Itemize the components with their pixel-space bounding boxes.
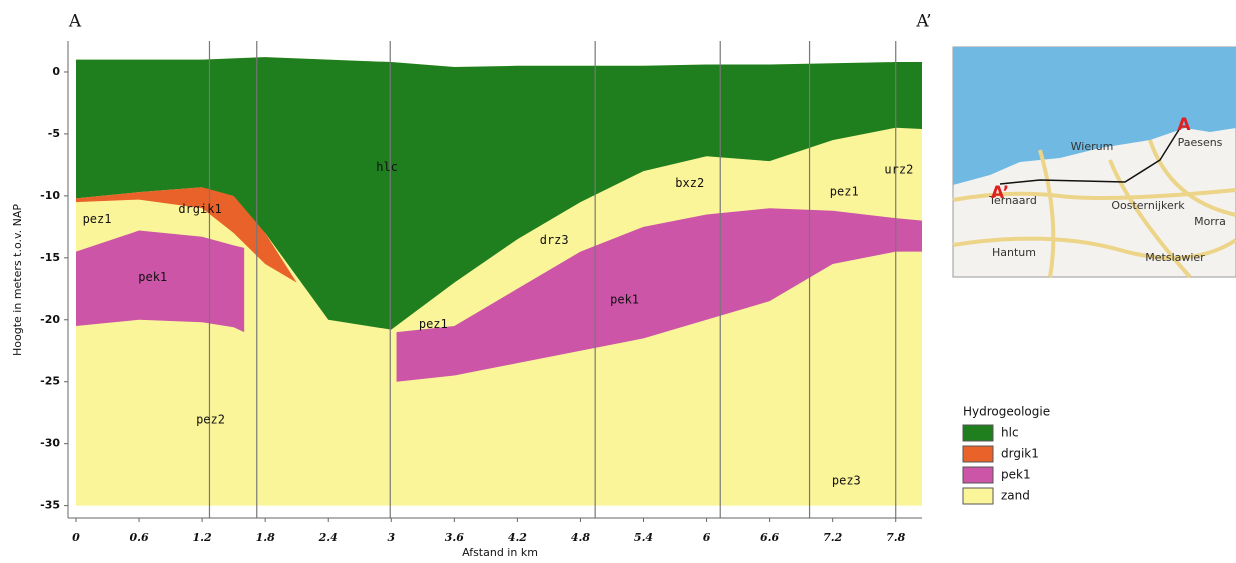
x-tick-label: 3: [387, 531, 395, 544]
x-axis-label: Afstand in km: [462, 546, 538, 559]
legend-swatch: [962, 466, 994, 484]
x-tick-label: 6.6: [760, 531, 779, 544]
layer: [396, 208, 922, 382]
x-tick-label: 6: [703, 531, 711, 544]
x-tick-label: 5.4: [634, 531, 653, 544]
legend-label: hlc: [1001, 426, 1019, 440]
x-tick-label: 7.2: [823, 531, 842, 544]
map-label: Paesens: [1178, 136, 1223, 149]
location-map: Wierum Paesens Ternaard Oosternijkerk Mo…: [952, 46, 1236, 279]
layer-label: drz3: [540, 233, 569, 247]
legend-swatch: [962, 424, 994, 442]
layer-label: drgik1: [178, 202, 221, 216]
layer-label: urz2: [884, 162, 913, 176]
map-label: Oosternijkerk: [1111, 199, 1185, 212]
x-tick-label: 7.8: [886, 531, 905, 544]
x-tick-label: 2.4: [318, 531, 338, 544]
layer-label: pek1: [138, 270, 167, 284]
map-sea: [953, 47, 1236, 185]
y-tick-label: -30: [40, 437, 60, 450]
legend-label: zand: [1001, 489, 1030, 503]
y-tick-label: -35: [40, 499, 60, 512]
layer-label: pez1: [419, 317, 448, 331]
x-tick-label: 4.8: [571, 531, 590, 544]
layer: [76, 187, 297, 283]
layer-label: pez1: [83, 212, 112, 226]
legend-label: pek1: [1001, 468, 1031, 482]
y-tick-label: -15: [40, 251, 60, 264]
y-tick-label: -25: [40, 375, 60, 388]
layer-label: bxz2: [675, 176, 704, 190]
x-tick-label: 1.2: [193, 531, 212, 544]
map-label: Wierum: [1071, 140, 1114, 153]
x-tick-label: 3.6: [445, 531, 464, 544]
map-label: Morra: [1194, 215, 1226, 228]
map-label: Ternaard: [988, 194, 1037, 207]
x-tick-label: 1.8: [256, 531, 275, 544]
y-tick-label: -5: [48, 127, 60, 140]
layer: [76, 230, 245, 333]
legend-title: Hydrogeologie: [963, 405, 1050, 419]
layer-label: pek1: [610, 292, 639, 306]
map-roads: [952, 139, 1236, 279]
legend-swatch: [962, 445, 994, 463]
legend-label: drgik1: [1001, 447, 1039, 461]
map-marker: A’: [991, 183, 1009, 203]
layer-label: hlc: [376, 160, 398, 174]
layer-label: pez2: [196, 413, 225, 427]
x-tick-label: 4.2: [508, 531, 527, 544]
layer: [76, 57, 922, 330]
map-label: Metslawier: [1145, 251, 1205, 264]
y-tick-label: -10: [40, 189, 60, 202]
x-tick-label: 0.6: [129, 531, 148, 544]
y-tick-label: 0: [52, 65, 60, 78]
map-section-line: [999, 127, 1181, 185]
legend-swatch: [962, 487, 994, 505]
y-axis-label: Hoogte in meters t.o.v. NAP: [11, 204, 24, 356]
x-tick-label: 0: [72, 531, 80, 544]
layer-label: pez3: [832, 473, 861, 487]
section-start: A: [68, 12, 82, 32]
y-tick-label: -20: [40, 313, 60, 326]
section-end: A’: [915, 12, 931, 32]
map-label: Hantum: [992, 246, 1036, 259]
layer-label: pez1: [830, 185, 859, 199]
map-marker: A: [1177, 115, 1191, 135]
